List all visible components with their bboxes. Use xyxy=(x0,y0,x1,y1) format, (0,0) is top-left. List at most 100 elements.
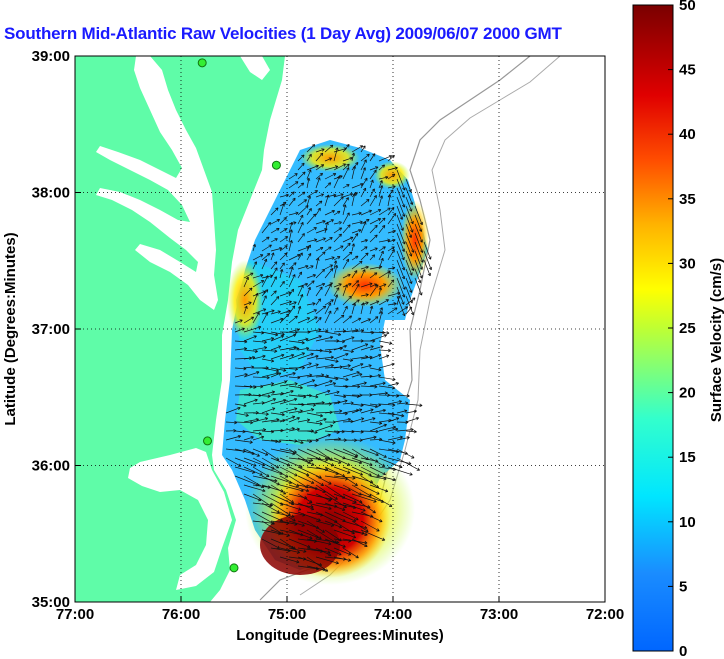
velocity-arrow xyxy=(279,291,292,297)
velocity-arrow xyxy=(369,284,379,297)
velocity-arrow xyxy=(225,434,242,441)
velocity-arrow xyxy=(306,538,332,546)
velocity-arrow xyxy=(243,466,263,476)
velocity-arrow xyxy=(324,358,339,363)
velocity-arrow xyxy=(351,165,357,180)
velocity-arrow xyxy=(396,250,406,271)
velocity-arrow xyxy=(378,457,403,469)
velocity-arrow xyxy=(342,336,355,342)
velocity-arrow xyxy=(423,259,431,277)
velocity-arrow xyxy=(342,258,350,270)
x-tick-label: 75:00 xyxy=(268,606,306,623)
velocity-arrow xyxy=(387,435,403,441)
velocity-arrow xyxy=(333,147,339,162)
velocity-arrow xyxy=(315,282,326,288)
velocity-arrow xyxy=(324,268,334,279)
velocity-arrow xyxy=(261,244,272,252)
colorbar-tick-label: 10 xyxy=(679,514,696,531)
velocity-arrow xyxy=(270,219,280,225)
velocity-arrow xyxy=(315,237,326,243)
velocity-arrow xyxy=(252,475,278,483)
velocity-arrow xyxy=(369,224,378,234)
velocity-arrow xyxy=(279,372,296,378)
delaware-bay xyxy=(240,56,270,80)
velocity-arrow xyxy=(315,172,324,180)
velocity-arrow xyxy=(387,212,397,225)
velocity-arrow xyxy=(297,182,305,189)
velocity-arrow xyxy=(378,307,383,315)
velocity-arrow xyxy=(342,475,358,487)
velocity-arrow xyxy=(342,466,363,476)
velocity-arrow xyxy=(252,312,260,324)
velocity-arrow xyxy=(387,194,392,207)
velocity-arrow xyxy=(315,286,323,297)
velocity-arrow xyxy=(252,412,269,416)
velocity-arrow xyxy=(351,408,363,414)
velocity-arrow xyxy=(297,154,305,162)
velocity-arrow xyxy=(324,221,329,234)
velocity-arrow xyxy=(243,276,249,288)
velocity-arrow xyxy=(342,163,350,171)
velocity-arrow xyxy=(315,193,324,198)
velocity-arrow xyxy=(324,331,342,337)
velocity-arrow xyxy=(270,261,278,270)
velocity-arrow xyxy=(396,178,405,198)
velocity-arrow xyxy=(243,305,248,315)
velocity-arrow xyxy=(396,268,406,290)
velocity-arrow xyxy=(414,259,423,279)
velocity-arrow xyxy=(306,169,312,180)
velocity-arrow xyxy=(369,283,378,288)
velocity-arrow xyxy=(396,427,414,432)
velocity-arrow xyxy=(306,213,317,225)
velocity-arrow xyxy=(234,319,243,324)
velocity-arrow xyxy=(378,340,393,345)
velocity-arrow xyxy=(369,448,387,458)
velocity-arrow xyxy=(378,217,386,225)
velocity-arrow xyxy=(288,173,298,180)
velocity-arrow xyxy=(333,344,347,351)
velocity-arrow xyxy=(351,283,360,297)
velocity-arrow xyxy=(288,301,297,306)
velocity-arrow xyxy=(234,412,249,417)
velocity-arrow xyxy=(315,207,321,216)
x-tick-label: 74:00 xyxy=(374,606,412,623)
velocity-arrow xyxy=(288,538,311,549)
velocity-arrow xyxy=(315,547,332,557)
velocity-arrow xyxy=(405,232,415,253)
velocity-arrow xyxy=(243,370,260,378)
velocity-arrow xyxy=(396,277,406,298)
velocity-arrow xyxy=(288,427,300,432)
velocity-arrow xyxy=(387,266,396,270)
velocity-arrow xyxy=(405,277,413,293)
velocity-arrow xyxy=(288,484,310,493)
colorbar-tick-label: 15 xyxy=(679,449,696,466)
velocity-arrow xyxy=(279,502,302,511)
velocity-arrow xyxy=(315,316,322,324)
velocity-arrow xyxy=(378,238,391,243)
velocity-arrow xyxy=(243,448,260,457)
velocity-arrow xyxy=(315,268,326,279)
y-tick-label: 36:00 xyxy=(32,458,70,475)
velocity-arrow xyxy=(270,511,295,519)
velocity-arrow xyxy=(378,164,386,171)
velocity-arrow xyxy=(369,457,386,467)
velocity-arrow xyxy=(342,192,354,198)
velocity-arrow xyxy=(387,307,398,315)
velocity-arrow xyxy=(270,484,287,495)
velocity-arrow xyxy=(324,502,346,511)
velocity-arrow xyxy=(351,302,357,315)
velocity-arrow xyxy=(342,547,359,559)
velocity-arrow xyxy=(378,195,384,207)
velocity-arrow xyxy=(342,493,363,504)
velocity-arrow xyxy=(378,180,383,189)
velocity-arrow xyxy=(261,382,275,387)
velocity-arrow xyxy=(306,316,318,324)
velocity-arrow xyxy=(306,177,311,189)
velocity-arrow xyxy=(261,457,280,469)
velocity-arrow xyxy=(306,238,318,243)
velocity-arrow xyxy=(279,556,300,564)
velocity-arrow xyxy=(333,417,351,423)
velocity-arrow xyxy=(414,277,423,296)
velocity-arrow xyxy=(333,352,349,360)
radar-station xyxy=(197,58,207,68)
